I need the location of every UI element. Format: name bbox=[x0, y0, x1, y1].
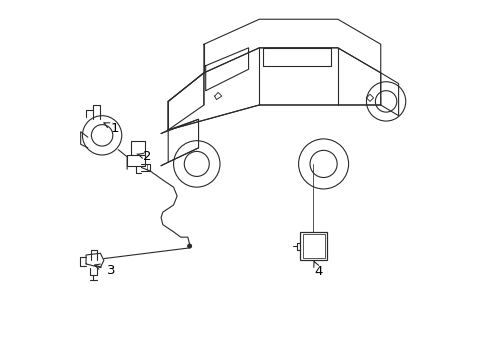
Text: 2: 2 bbox=[137, 150, 151, 163]
Text: 3: 3 bbox=[95, 264, 115, 276]
Circle shape bbox=[188, 244, 192, 248]
Text: 1: 1 bbox=[104, 122, 119, 135]
Text: 4: 4 bbox=[314, 261, 322, 278]
